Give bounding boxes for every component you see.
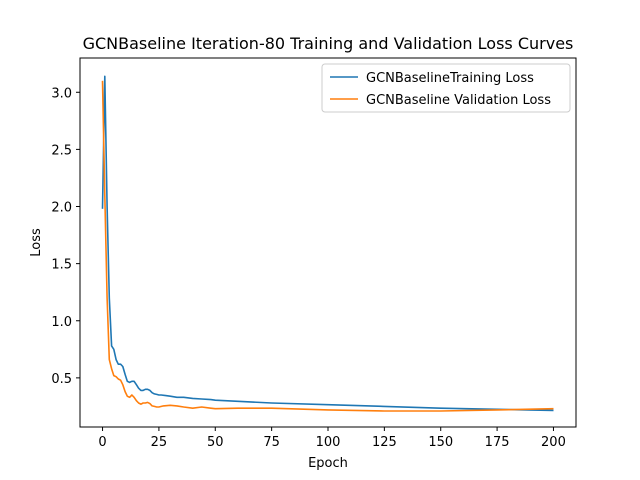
training-loss-line (101, 75, 554, 412)
x-tick-label: 25 (151, 435, 168, 450)
legend: GCNBaselineTraining Loss GCNBaseline Vali… (321, 63, 571, 113)
y-tick-label: 0.5 (51, 372, 72, 387)
series-layer (101, 75, 554, 412)
chart-title: GCNBaseline Iteration-80 Training and Va… (83, 34, 574, 53)
y-tick-label: 3.0 (51, 86, 72, 101)
x-tick-label: 175 (485, 435, 510, 450)
legend-box (321, 63, 571, 113)
y-tick-label: 1.0 (51, 315, 72, 330)
x-tick-label: 50 (207, 435, 224, 450)
validation-loss-line (101, 80, 554, 412)
x-axis-ticks: 0 25 50 75 100 125 150 175 200 (98, 427, 566, 450)
legend-label-training: GCNBaselineTraining Loss (366, 71, 534, 86)
plot-frame (79, 57, 577, 428)
y-axis-label: Loss (29, 228, 44, 257)
y-axis-ticks: 0.5 1.0 1.5 2.0 2.5 3.0 (51, 86, 80, 387)
legend-label-validation: GCNBaseline Validation Loss (366, 93, 551, 108)
y-tick-label: 1.5 (51, 258, 72, 273)
x-axis-label: Epoch (308, 456, 348, 471)
x-tick-label: 0 (98, 435, 106, 450)
x-tick-label: 100 (316, 435, 341, 450)
plot-area (79, 57, 577, 428)
x-tick-label: 125 (372, 435, 397, 450)
x-tick-label: 150 (428, 435, 453, 450)
x-tick-label: 75 (263, 435, 280, 450)
y-tick-label: 2.0 (51, 201, 72, 216)
y-tick-label: 2.5 (51, 143, 72, 158)
x-tick-label: 200 (541, 435, 566, 450)
